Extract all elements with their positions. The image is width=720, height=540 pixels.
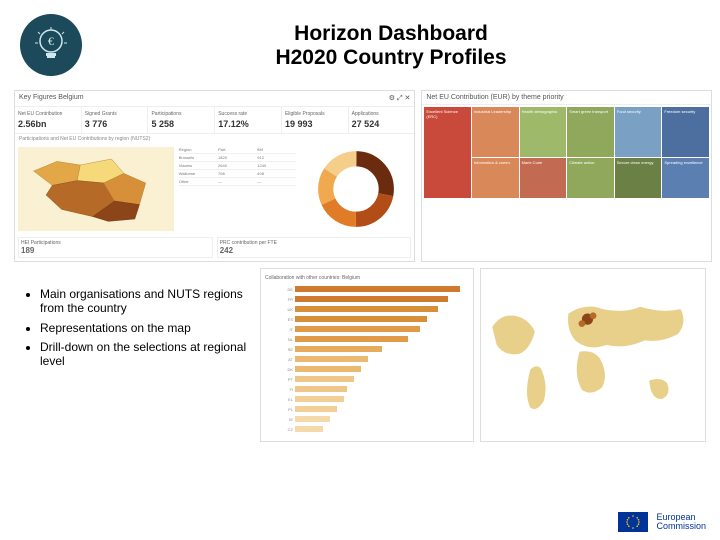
- lower-row: Main organisations and NUTS regions from…: [0, 262, 720, 442]
- hbar-row: DK: [265, 365, 469, 373]
- panel-title: Key Figures Belgium: [19, 94, 84, 103]
- region-table: RegionPart.€M Brussels1820912 Vlaams2640…: [177, 144, 298, 234]
- treemap-cell[interactable]: Secure clean energy: [615, 158, 662, 198]
- subheader: Participations and Net EU Contributions …: [15, 134, 414, 144]
- title-line2: H2020 Country Profiles: [82, 46, 700, 70]
- hbar-row: ES: [265, 315, 469, 323]
- title-block: Horizon Dashboard H2020 Country Profiles: [82, 14, 700, 70]
- hbar-row: NL: [265, 335, 469, 343]
- hbar-row: UK: [265, 305, 469, 313]
- svg-text:€: €: [48, 34, 54, 48]
- hbar-row: PL: [265, 405, 469, 413]
- kpi-map-panel: Key Figures Belgium ⚙ ⤢ ✕ Net EU Contrib…: [14, 90, 415, 262]
- treemap-panel: Net EU Contribution (EUR) by theme prior…: [421, 90, 712, 262]
- treemap-cell[interactable]: Excellent Science (ERC): [424, 107, 471, 198]
- panel-header-main: Key Figures Belgium ⚙ ⤢ ✕: [15, 91, 414, 107]
- slide-header: € Horizon Dashboard H2020 Country Profil…: [0, 0, 720, 86]
- summary-box-1: HEI Participations 189: [18, 237, 213, 258]
- title-line1: Horizon Dashboard: [82, 22, 700, 46]
- eu-flag-icon: [618, 512, 648, 532]
- bullet-item: Drill-down on the selections at regional…: [40, 341, 254, 369]
- panel-controls: ⚙ ⤢ ✕: [389, 94, 411, 103]
- treemap-cell[interactable]: Marie Curie: [520, 158, 567, 198]
- hbar-title: Collaboration with other countries: Belg…: [265, 275, 469, 281]
- treemap-cell[interactable]: Food security: [615, 107, 662, 157]
- treemap-cell[interactable]: Health demographic: [520, 107, 567, 157]
- hbar-row: IT: [265, 325, 469, 333]
- hbar-row: AT: [265, 355, 469, 363]
- summary-box-2: PRC contribution per FTE 242: [217, 237, 412, 258]
- donut-chart[interactable]: [298, 144, 415, 234]
- euro-bulb-icon: €: [20, 14, 82, 76]
- kpi-cell: Signed Grants3 776: [82, 107, 149, 133]
- kpi-cell: Net EU Contribution2.56bn: [15, 107, 82, 133]
- summary-box-row: HEI Participations 189 PRC contribution …: [15, 234, 414, 261]
- hbar-row: SE: [265, 345, 469, 353]
- dashboard-grid: Key Figures Belgium ⚙ ⤢ ✕ Net EU Contrib…: [0, 86, 720, 262]
- hbar-row: IE: [265, 415, 469, 423]
- treemap-cell[interactable]: Information & comm.: [472, 158, 519, 198]
- hbar-row: FI: [265, 385, 469, 393]
- treemap-cell[interactable]: Smart green transport: [567, 107, 614, 157]
- hbar-row: DE: [265, 285, 469, 293]
- kpi-cell: Applications27 524: [349, 107, 415, 133]
- world-map-panel[interactable]: [480, 268, 706, 442]
- hbar-row: CZ: [265, 425, 469, 433]
- hbar-row: EL: [265, 395, 469, 403]
- bullet-item: Main organisations and NUTS regions from…: [40, 288, 254, 316]
- treemap-header: Net EU Contribution (EUR) by theme prior…: [422, 91, 711, 105]
- treemap-cell[interactable]: Spreading excellence: [662, 158, 709, 198]
- treemap-grid[interactable]: Excellent Science (ERC)Industrial Leader…: [422, 105, 711, 200]
- treemap-title: Net EU Contribution (EUR) by theme prior…: [426, 94, 563, 101]
- map-donut-row: RegionPart.€M Brussels1820912 Vlaams2640…: [15, 144, 414, 234]
- bullet-item: Representations on the map: [40, 322, 254, 336]
- treemap-cell[interactable]: Freedom security: [662, 107, 709, 157]
- treemap-cell[interactable]: Industrial Leadership: [472, 107, 519, 157]
- ec-label: European Commission: [656, 513, 706, 531]
- hbar-row: FR: [265, 295, 469, 303]
- belgium-map[interactable]: [18, 147, 174, 231]
- hbar-row: PT: [265, 375, 469, 383]
- bullet-list: Main organisations and NUTS regions from…: [14, 268, 254, 442]
- hbar-panel[interactable]: Collaboration with other countries: Belg…: [260, 268, 474, 442]
- footer-logo: European Commission: [618, 512, 706, 532]
- kpi-row: Net EU Contribution2.56bnSigned Grants3 …: [15, 107, 414, 134]
- kpi-cell: Participations5 258: [148, 107, 215, 133]
- kpi-cell: Eligible Proposals19 993: [282, 107, 349, 133]
- kpi-cell: Success rate17.12%: [215, 107, 282, 133]
- treemap-cell[interactable]: Climate action: [567, 158, 614, 198]
